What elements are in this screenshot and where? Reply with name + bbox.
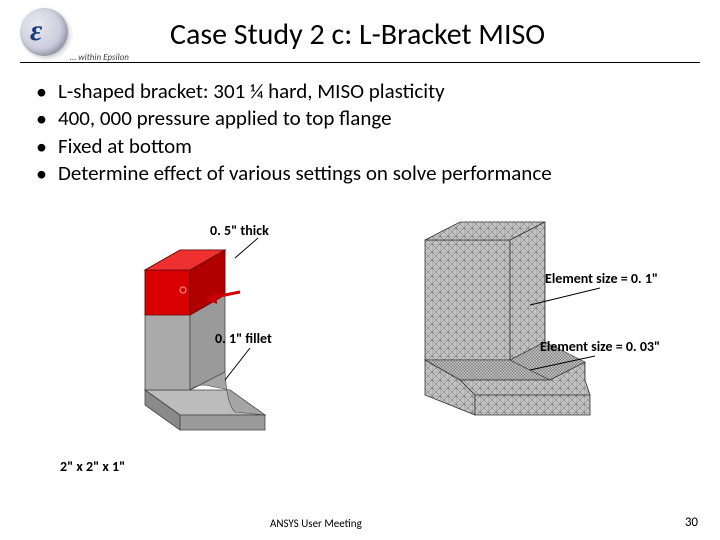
ann-thick: 0. 5" thick [210, 222, 269, 239]
page-title: Case Study 2 c: L-Bracket MISO [170, 16, 545, 53]
epsilon-symbol: ε [30, 14, 42, 48]
footer-meeting: ANSYS User Meeting [270, 517, 362, 530]
logo-circle: ε [20, 8, 68, 56]
bullet-item: L-shaped bracket: 301 ¼ hard, MISO plast… [36, 78, 552, 105]
bullet-item: Fixed at bottom [36, 133, 552, 160]
bullet-item: 400, 000 pressure applied to top flange [36, 105, 552, 132]
ann-elem2: Element size = 0. 03" [540, 338, 660, 355]
bullet-item: Determine effect of various settings on … [36, 160, 552, 187]
figures-area: 0. 5" thick 0. 1" fillet 2" x 2" x 1" El… [0, 210, 720, 490]
bullet-list: L-shaped bracket: 301 ¼ hard, MISO plast… [36, 78, 552, 187]
ann-fillet: 0. 1" fillet [215, 330, 272, 347]
logo: ε … within Epsilon [20, 8, 150, 63]
title-rule [20, 62, 700, 63]
ann-elem1: Element size = 0. 1" [545, 270, 658, 287]
ann-dims: 2" x 2" x 1" [60, 458, 125, 475]
lbracket-mesh [400, 220, 600, 440]
page-number: 30 [685, 515, 698, 530]
